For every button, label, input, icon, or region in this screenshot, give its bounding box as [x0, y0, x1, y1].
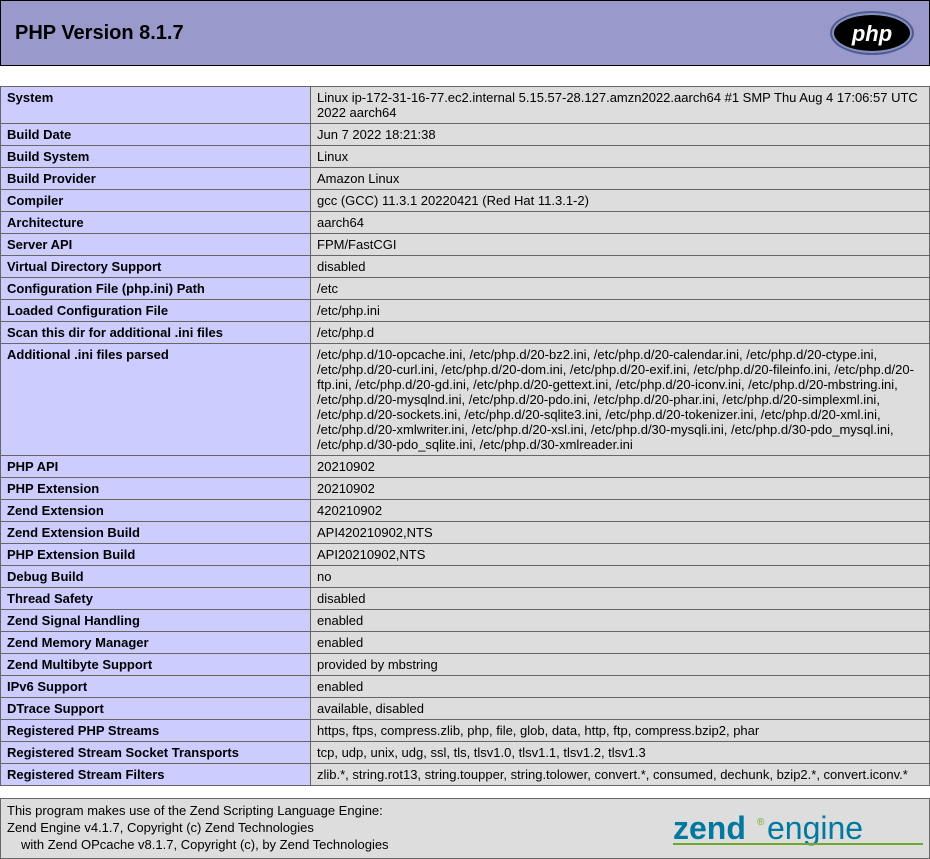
table-row: Configuration File (php.ini) Path/etc — [1, 278, 930, 300]
row-label: Thread Safety — [1, 588, 311, 610]
table-row: Thread Safetydisabled — [1, 588, 930, 610]
row-label: Configuration File (php.ini) Path — [1, 278, 311, 300]
row-label: Zend Extension — [1, 500, 311, 522]
phpinfo-table: SystemLinux ip-172-31-16-77.ec2.internal… — [0, 86, 930, 786]
zend-engine-logo-icon: zend ® engine — [673, 807, 923, 849]
row-label: PHP Extension Build — [1, 544, 311, 566]
page-title: PHP Version 8.1.7 — [15, 22, 184, 45]
row-value: enabled — [311, 632, 930, 654]
zend-line-2: Zend Engine v4.1.7, Copyright (c) Zend T… — [7, 820, 389, 837]
table-row: Additional .ini files parsed/etc/php.d/1… — [1, 344, 930, 456]
table-row: SystemLinux ip-172-31-16-77.ec2.internal… — [1, 87, 930, 124]
table-row: Zend Multibyte Supportprovided by mbstri… — [1, 654, 930, 676]
table-row: DTrace Supportavailable, disabled — [1, 698, 930, 720]
table-row: Zend Signal Handlingenabled — [1, 610, 930, 632]
row-value: disabled — [311, 588, 930, 610]
table-row: Zend Extension420210902 — [1, 500, 930, 522]
table-row: PHP Extension BuildAPI20210902,NTS — [1, 544, 930, 566]
row-label: Compiler — [1, 190, 311, 212]
table-row: Build DateJun 7 2022 18:21:38 — [1, 124, 930, 146]
svg-text:®: ® — [757, 817, 765, 828]
row-label: System — [1, 87, 311, 124]
row-label: IPv6 Support — [1, 676, 311, 698]
page-header: PHP Version 8.1.7 php — [0, 0, 930, 66]
row-value: enabled — [311, 676, 930, 698]
row-label: Build Date — [1, 124, 311, 146]
table-row: Registered Stream Socket Transportstcp, … — [1, 742, 930, 764]
row-label: Registered PHP Streams — [1, 720, 311, 742]
row-value: Amazon Linux — [311, 168, 930, 190]
row-label: Loaded Configuration File — [1, 300, 311, 322]
row-label: Build Provider — [1, 168, 311, 190]
table-row: PHP Extension20210902 — [1, 478, 930, 500]
row-label: Virtual Directory Support — [1, 256, 311, 278]
row-value: provided by mbstring — [311, 654, 930, 676]
svg-text:zend: zend — [673, 810, 746, 846]
row-value: tcp, udp, unix, udg, ssl, tls, tlsv1.0, … — [311, 742, 930, 764]
row-label: Registered Stream Socket Transports — [1, 742, 311, 764]
row-label: Build System — [1, 146, 311, 168]
row-label: Zend Extension Build — [1, 522, 311, 544]
row-value: 20210902 — [311, 456, 930, 478]
zend-box: This program makes use of the Zend Scrip… — [0, 798, 930, 859]
table-row: Registered PHP Streamshttps, ftps, compr… — [1, 720, 930, 742]
row-value: Jun 7 2022 18:21:38 — [311, 124, 930, 146]
table-row: PHP API20210902 — [1, 456, 930, 478]
table-row: Build SystemLinux — [1, 146, 930, 168]
row-label: Architecture — [1, 212, 311, 234]
row-label: Scan this dir for additional .ini files — [1, 322, 311, 344]
table-row: Architectureaarch64 — [1, 212, 930, 234]
table-row: Zend Memory Managerenabled — [1, 632, 930, 654]
row-label: Registered Stream Filters — [1, 764, 311, 786]
row-value: Linux ip-172-31-16-77.ec2.internal 5.15.… — [311, 87, 930, 124]
table-row: Scan this dir for additional .ini files/… — [1, 322, 930, 344]
spacer — [0, 66, 930, 86]
table-row: Build ProviderAmazon Linux — [1, 168, 930, 190]
row-label: Zend Signal Handling — [1, 610, 311, 632]
table-row: Debug Buildno — [1, 566, 930, 588]
svg-text:engine: engine — [767, 810, 863, 846]
row-label: PHP API — [1, 456, 311, 478]
row-value: /etc/php.ini — [311, 300, 930, 322]
table-row: Server APIFPM/FastCGI — [1, 234, 930, 256]
table-row: Virtual Directory Supportdisabled — [1, 256, 930, 278]
zend-line-3: with Zend OPcache v8.1.7, Copyright (c),… — [7, 837, 389, 854]
row-value: https, ftps, compress.zlib, php, file, g… — [311, 720, 930, 742]
row-label: Zend Memory Manager — [1, 632, 311, 654]
table-row: Registered Stream Filterszlib.*, string.… — [1, 764, 930, 786]
php-logo-icon: php — [829, 10, 915, 56]
table-row: Loaded Configuration File/etc/php.ini — [1, 300, 930, 322]
row-value: /etc/php.d — [311, 322, 930, 344]
table-row: IPv6 Supportenabled — [1, 676, 930, 698]
row-value: /etc — [311, 278, 930, 300]
row-value: 20210902 — [311, 478, 930, 500]
row-value: zlib.*, string.rot13, string.toupper, st… — [311, 764, 930, 786]
row-label: Zend Multibyte Support — [1, 654, 311, 676]
table-row: Compilergcc (GCC) 11.3.1 20220421 (Red H… — [1, 190, 930, 212]
row-value: API420210902,NTS — [311, 522, 930, 544]
row-label: PHP Extension — [1, 478, 311, 500]
row-value: aarch64 — [311, 212, 930, 234]
row-value: no — [311, 566, 930, 588]
row-label: Server API — [1, 234, 311, 256]
row-value: Linux — [311, 146, 930, 168]
row-label: Debug Build — [1, 566, 311, 588]
row-value: 420210902 — [311, 500, 930, 522]
row-label: DTrace Support — [1, 698, 311, 720]
zend-credits: This program makes use of the Zend Scrip… — [7, 803, 389, 854]
row-value: /etc/php.d/10-opcache.ini, /etc/php.d/20… — [311, 344, 930, 456]
svg-text:php: php — [851, 21, 892, 46]
table-row: Zend Extension BuildAPI420210902,NTS — [1, 522, 930, 544]
row-value: disabled — [311, 256, 930, 278]
row-value: API20210902,NTS — [311, 544, 930, 566]
zend-line-1: This program makes use of the Zend Scrip… — [7, 803, 389, 820]
row-value: gcc (GCC) 11.3.1 20220421 (Red Hat 11.3.… — [311, 190, 930, 212]
row-value: FPM/FastCGI — [311, 234, 930, 256]
row-label: Additional .ini files parsed — [1, 344, 311, 456]
row-value: enabled — [311, 610, 930, 632]
row-value: available, disabled — [311, 698, 930, 720]
